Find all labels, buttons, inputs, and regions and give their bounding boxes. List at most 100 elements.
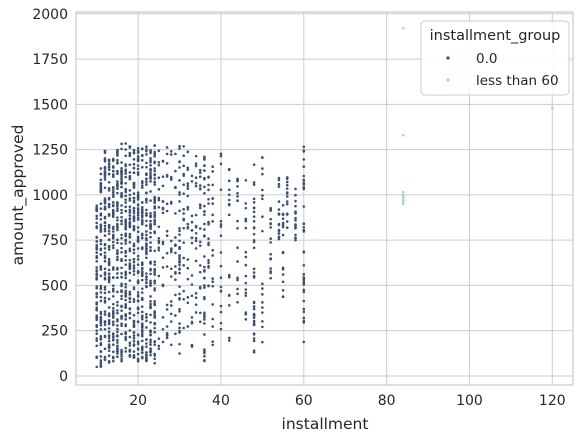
data-point (281, 289, 285, 292)
data-point (99, 172, 103, 176)
data-point (178, 254, 181, 257)
data-point (103, 224, 107, 228)
data-point (174, 186, 177, 189)
data-point (244, 250, 248, 254)
data-point (116, 201, 119, 205)
data-point (161, 327, 165, 331)
data-point (302, 283, 306, 286)
data-point (178, 233, 181, 236)
data-point (149, 241, 152, 244)
data-point (99, 268, 103, 271)
data-point (186, 205, 190, 209)
data-point (190, 316, 194, 319)
data-point (132, 219, 136, 223)
data-point (550, 106, 554, 110)
data-point (149, 164, 152, 167)
data-point (99, 310, 103, 314)
data-point (186, 207, 190, 211)
data-point (186, 296, 190, 299)
data-point (128, 211, 132, 214)
data-point (128, 175, 132, 179)
data-point (128, 267, 132, 271)
data-point (99, 202, 103, 206)
data-point (302, 230, 306, 233)
data-point (116, 154, 119, 157)
data-point (103, 301, 107, 304)
data-point (124, 276, 127, 280)
data-point (219, 162, 223, 166)
data-point (194, 247, 198, 250)
data-point (99, 182, 103, 186)
data-point (244, 274, 248, 278)
data-point (136, 263, 140, 266)
data-point (186, 187, 190, 190)
data-point (252, 232, 256, 236)
data-point (186, 166, 190, 170)
data-point (120, 204, 123, 207)
data-point (136, 299, 140, 302)
data-point (107, 330, 111, 334)
data-point (136, 307, 140, 311)
data-point (182, 154, 185, 158)
data-point (103, 242, 107, 246)
data-point (252, 319, 256, 323)
data-point (120, 178, 123, 182)
data-point (277, 228, 281, 232)
data-point (103, 271, 107, 274)
data-point (153, 167, 156, 170)
data-point (128, 235, 132, 239)
data-point (161, 160, 165, 163)
data-point (145, 233, 148, 237)
data-point (99, 226, 103, 229)
data-point (111, 343, 115, 346)
data-point (203, 350, 206, 353)
data-point (186, 194, 190, 198)
data-point (103, 227, 107, 231)
data-point (111, 294, 115, 298)
data-point (149, 260, 152, 264)
data-point (219, 223, 223, 226)
data-point (190, 229, 194, 232)
data-point (227, 168, 231, 172)
data-point (281, 280, 285, 284)
data-point (194, 236, 198, 240)
data-point (194, 182, 198, 185)
data-point (111, 333, 115, 336)
data-point (116, 204, 119, 208)
data-point (99, 335, 103, 338)
data-point (116, 226, 119, 230)
data-point (285, 200, 289, 203)
data-point (99, 274, 103, 278)
data-point (124, 232, 127, 235)
data-point (182, 289, 185, 293)
data-point (124, 273, 127, 277)
data-point (120, 294, 123, 298)
data-point (149, 313, 152, 317)
data-point (132, 215, 136, 218)
data-point (140, 158, 144, 162)
data-point (174, 265, 177, 268)
data-point (145, 245, 148, 248)
data-point (132, 244, 136, 248)
data-point (194, 231, 198, 235)
data-point (261, 197, 264, 201)
data-point (161, 256, 165, 259)
data-point (219, 304, 223, 308)
data-point (203, 311, 206, 315)
data-point (153, 161, 156, 165)
data-point (302, 158, 306, 161)
data-point (99, 217, 103, 221)
data-point (302, 320, 306, 324)
data-point (277, 222, 281, 226)
data-point (149, 321, 152, 324)
data-point (285, 176, 289, 179)
data-point (124, 254, 127, 258)
data-point (182, 192, 185, 195)
data-point (211, 254, 214, 257)
data-point (136, 211, 140, 214)
data-point (269, 206, 272, 210)
data-point (207, 258, 210, 262)
data-point (107, 280, 111, 284)
data-point (116, 344, 119, 348)
data-point (116, 304, 119, 307)
